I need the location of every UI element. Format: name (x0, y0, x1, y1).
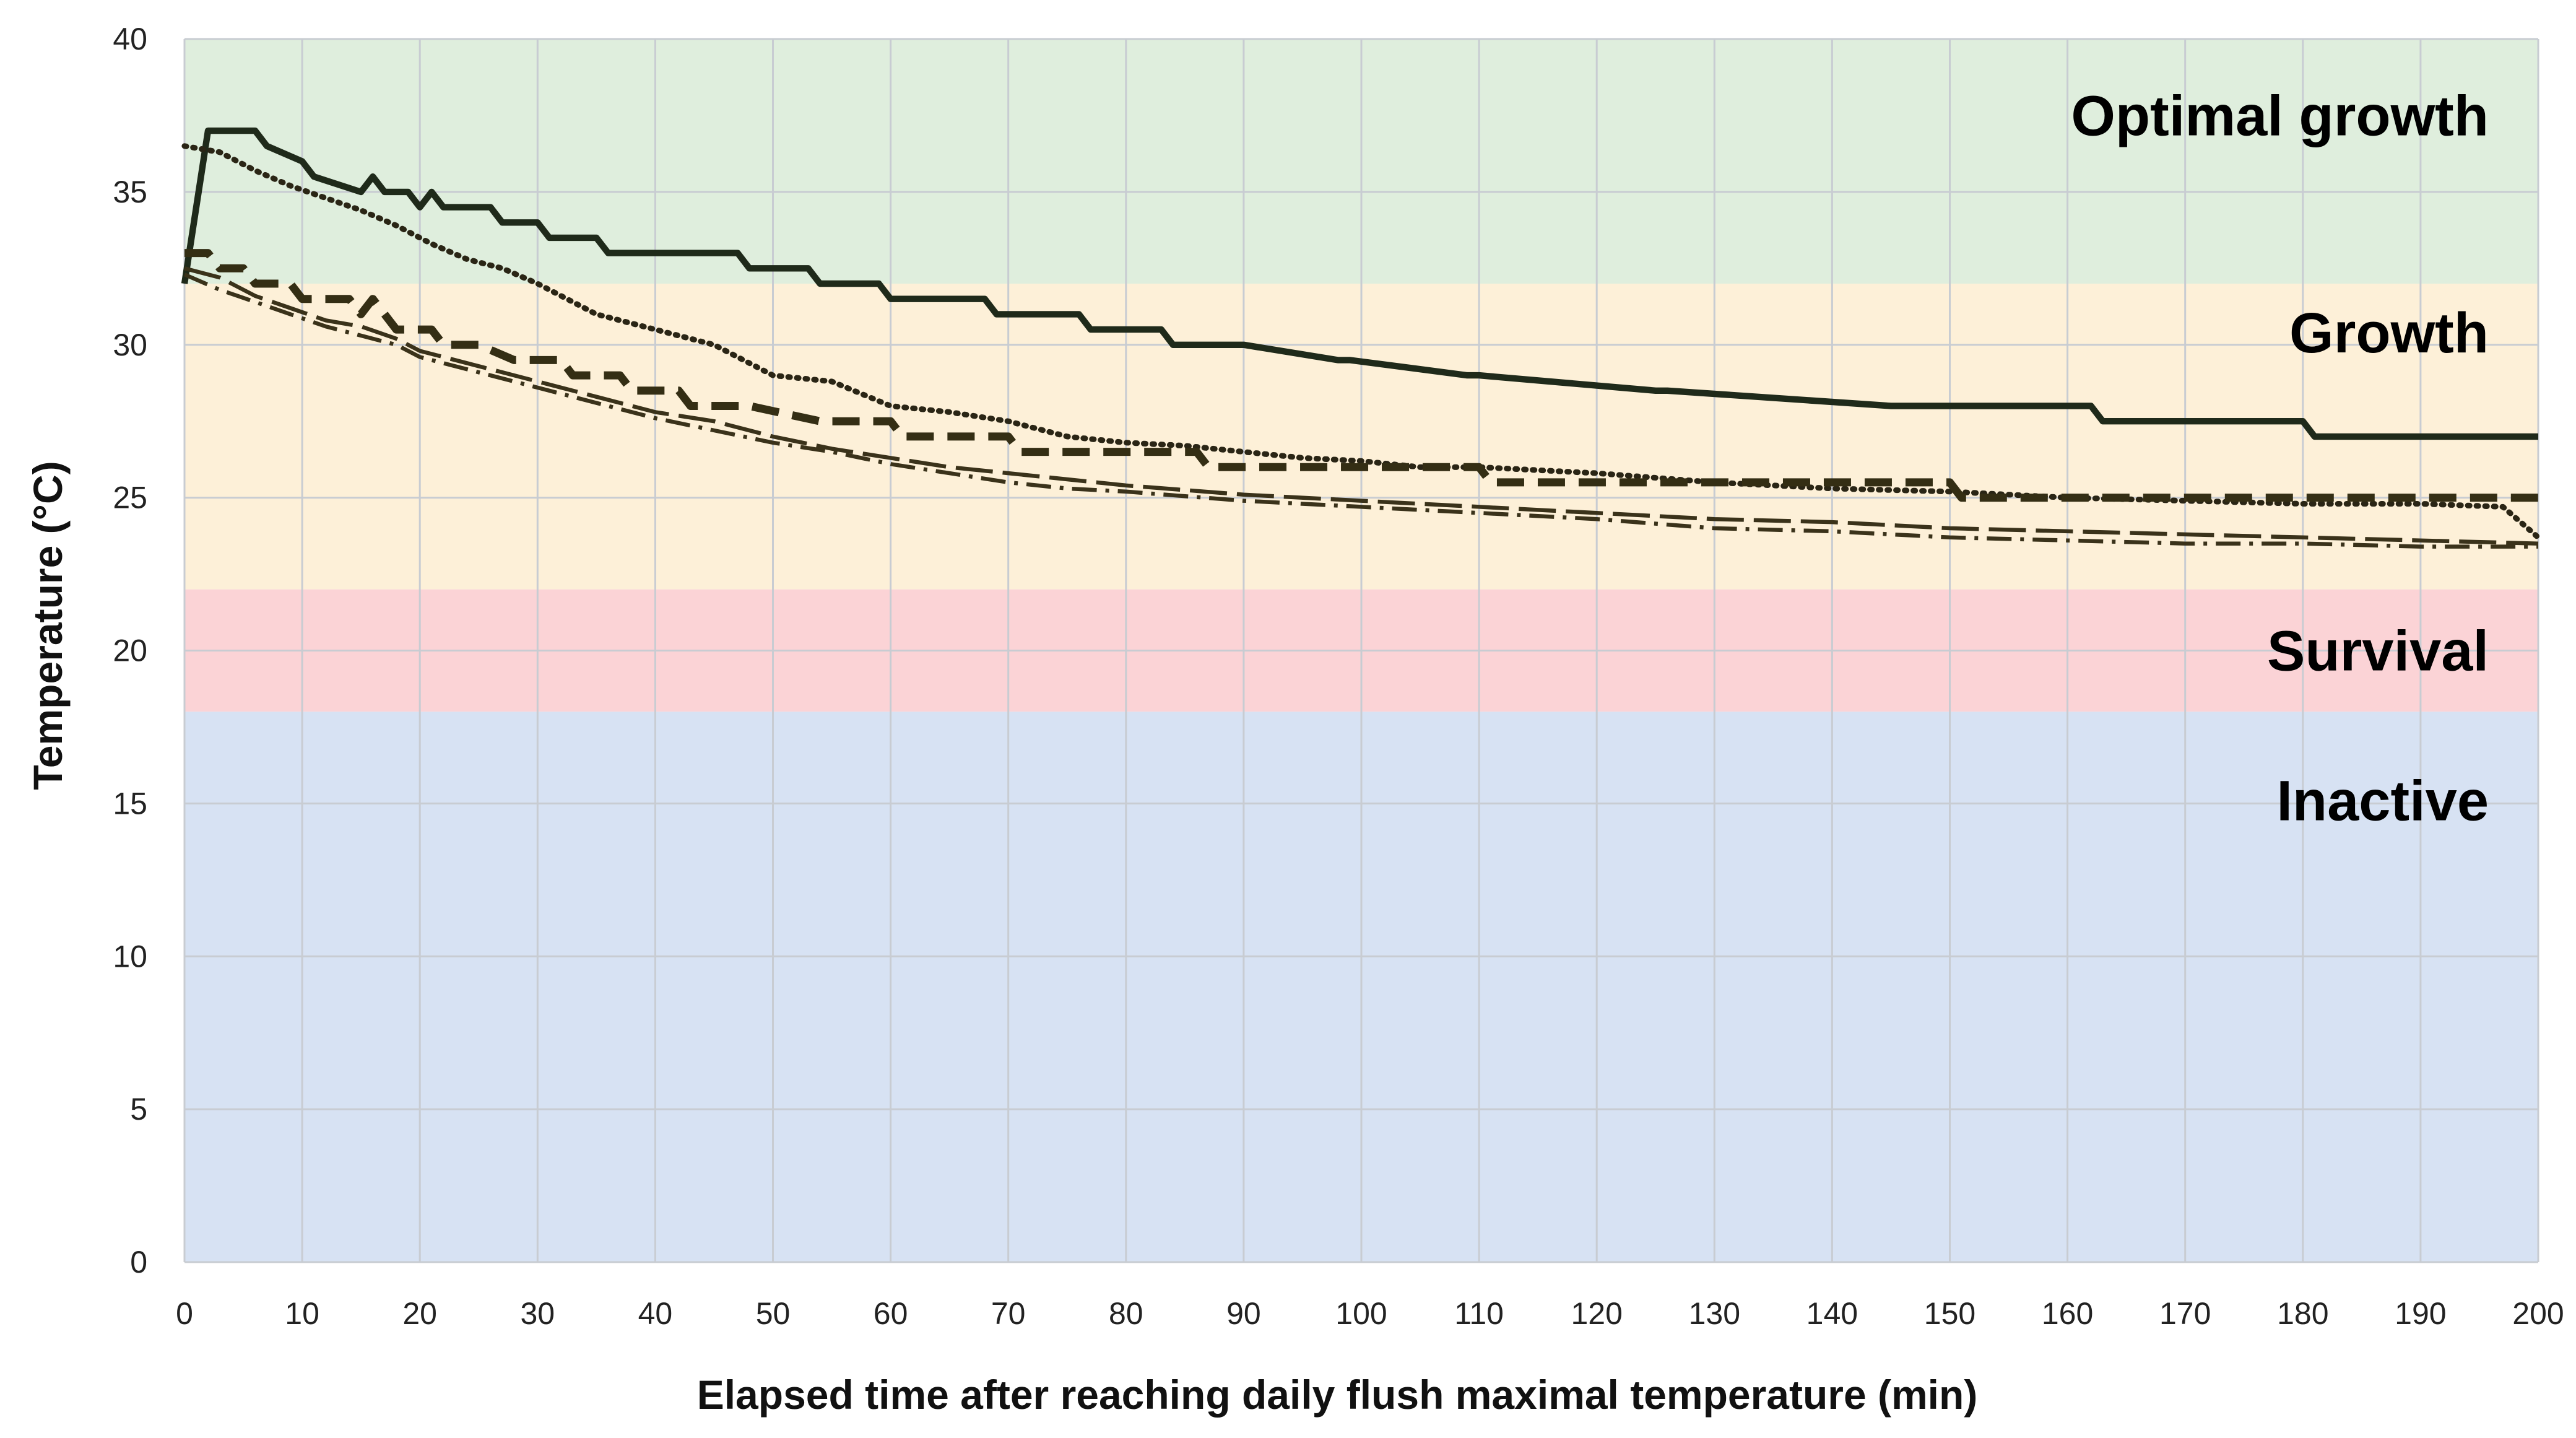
zone-labels: Optimal growth Growth Survival Inactive (2071, 84, 2489, 832)
zone-label-growth: Growth (2289, 302, 2489, 365)
x-tick-label: 30 (520, 1296, 555, 1331)
y-tick-label: 30 (113, 328, 147, 362)
x-tick-label: 70 (991, 1296, 1026, 1331)
y-tick-label: 15 (113, 786, 147, 821)
x-tick-label: 60 (874, 1296, 908, 1331)
y-tick-label: 20 (113, 634, 147, 668)
x-tick-label: 130 (1689, 1296, 1740, 1331)
x-tick-label: 0 (176, 1296, 193, 1331)
x-tick-label: 110 (1454, 1296, 1504, 1331)
x-tick-label: 140 (1806, 1296, 1858, 1331)
y-tick-label: 5 (130, 1092, 147, 1126)
y-axis-title: Temperature (°C) (25, 461, 71, 790)
tick-labels: 0 10 20 30 40 50 60 70 80 90 100 110 120 130 140 150 160… (113, 22, 2564, 1331)
series-line-dotted (181, 143, 2541, 541)
y-tick-label: 0 (130, 1245, 147, 1279)
series-line-solid (181, 127, 2538, 440)
x-tick-label: 170 (2159, 1296, 2211, 1331)
x-tick-label: 150 (1924, 1296, 1975, 1331)
zone-label-survival: Survival (2267, 620, 2489, 683)
series-line-long-dash (184, 266, 2539, 546)
x-tick-label: 120 (1571, 1296, 1622, 1331)
x-tick-label: 200 (2512, 1296, 2564, 1331)
x-tick-label: 10 (285, 1296, 319, 1331)
x-tick-label: 160 (2042, 1296, 2093, 1331)
x-tick-label: 100 (1335, 1296, 1387, 1331)
x-axis-title: Elapsed time after reaching daily flush … (697, 1372, 1978, 1418)
series-line-dash-dot (183, 272, 2538, 549)
y-tick-label: 25 (113, 481, 147, 515)
y-tick-label: 40 (113, 22, 147, 56)
series-line-heavy-dash (184, 249, 2538, 502)
x-tick-label: 50 (756, 1296, 791, 1331)
x-tick-label: 190 (2395, 1296, 2446, 1331)
y-tick-label: 35 (113, 175, 147, 209)
zone-label-inactive: Inactive (2276, 769, 2489, 832)
y-tick-label: 10 (113, 939, 147, 974)
x-tick-label: 180 (2277, 1296, 2328, 1331)
x-tick-label: 40 (638, 1296, 673, 1331)
x-tick-label: 80 (1109, 1296, 1143, 1331)
x-tick-label: 90 (1226, 1296, 1261, 1331)
x-tick-label: 20 (402, 1296, 437, 1331)
series-layer (181, 127, 2541, 549)
zone-label-optimal-growth: Optimal growth (2071, 84, 2489, 147)
